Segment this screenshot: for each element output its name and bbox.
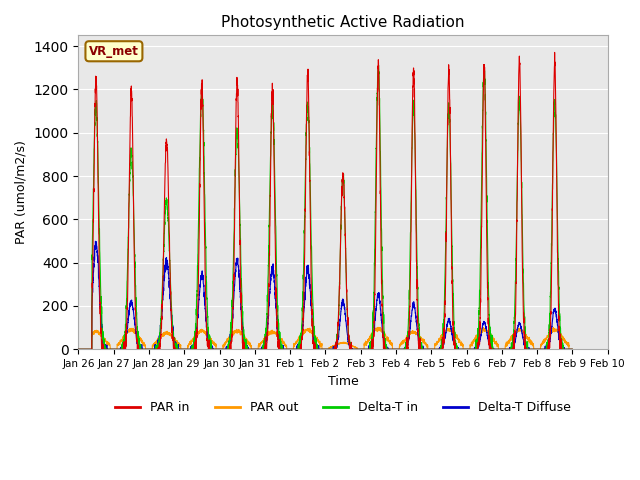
Y-axis label: PAR (umol/m2/s): PAR (umol/m2/s): [15, 140, 28, 244]
Title: Photosynthetic Active Radiation: Photosynthetic Active Radiation: [221, 15, 465, 30]
Legend: PAR in, PAR out, Delta-T in, Delta-T Diffuse: PAR in, PAR out, Delta-T in, Delta-T Dif…: [110, 396, 576, 420]
Text: VR_met: VR_met: [89, 45, 139, 58]
X-axis label: Time: Time: [328, 374, 358, 387]
